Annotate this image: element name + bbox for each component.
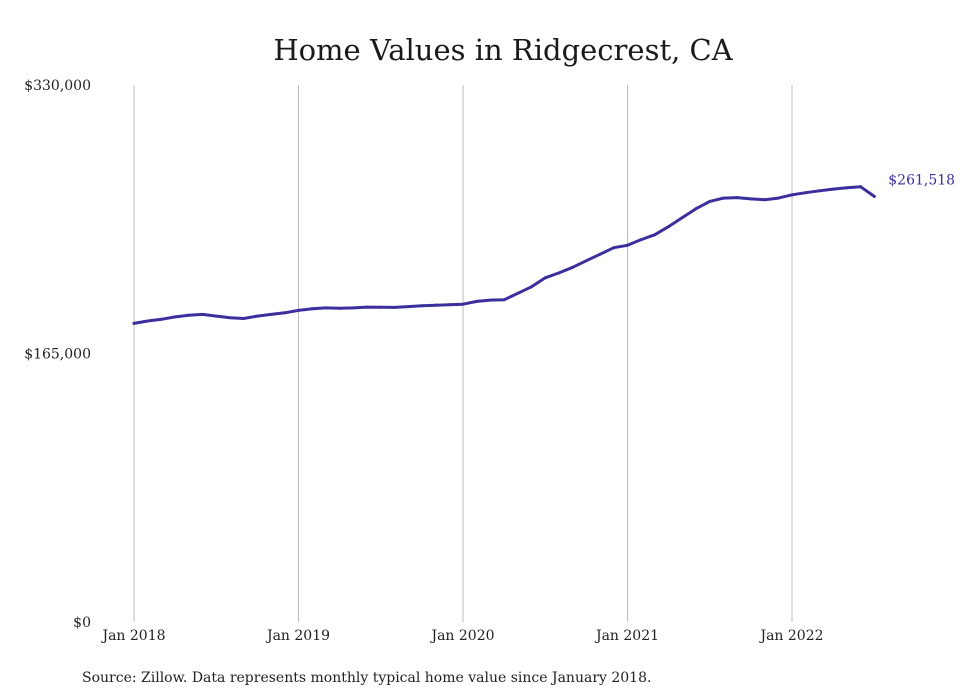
data-point — [557, 271, 561, 275]
chart-title: Home Values in Ridgecrest, CA — [273, 33, 733, 67]
data-point — [269, 312, 273, 316]
data-point — [859, 185, 863, 189]
data-point — [132, 321, 136, 325]
source-note: Source: Zillow. Data represents monthly … — [82, 670, 651, 686]
data-point — [488, 298, 492, 302]
data-point — [406, 305, 410, 309]
data-point — [461, 302, 465, 306]
data-point — [255, 314, 259, 318]
data-point — [776, 196, 780, 200]
data-point — [392, 305, 396, 309]
data-point — [612, 246, 616, 250]
x-tick-label: Jan 2022 — [758, 628, 823, 644]
data-point — [626, 243, 629, 247]
data-point — [790, 193, 794, 197]
x-tick-label: Jan 2020 — [429, 628, 494, 644]
series-layer: $261,518 — [132, 173, 955, 325]
data-point — [502, 298, 506, 302]
data-point — [763, 198, 767, 202]
data-point — [530, 285, 534, 289]
series-line — [132, 185, 876, 325]
data-point — [447, 303, 451, 307]
data-point — [159, 317, 163, 321]
data-point — [146, 319, 150, 323]
data-point — [708, 199, 712, 203]
data-point — [845, 186, 849, 190]
y-tick-label: $0 — [73, 615, 91, 631]
end-value-label: $261,518 — [888, 173, 955, 189]
data-point — [804, 191, 808, 195]
data-point — [242, 317, 246, 321]
data-point — [516, 291, 520, 295]
data-point — [214, 314, 218, 318]
y-axis: $0 $165,000 $330,000 — [24, 78, 91, 631]
data-point — [749, 197, 753, 201]
data-point — [735, 196, 739, 200]
data-point — [721, 196, 725, 200]
data-point — [653, 233, 657, 237]
data-point — [351, 306, 355, 310]
data-point — [324, 306, 328, 310]
data-point — [201, 312, 205, 316]
x-tick-label: Jan 2019 — [265, 628, 330, 644]
data-point — [475, 299, 479, 303]
data-point — [434, 303, 438, 307]
y-tick-label: $165,000 — [24, 347, 91, 363]
data-point — [598, 252, 602, 256]
data-point — [187, 313, 191, 317]
data-point — [420, 304, 424, 308]
data-point — [297, 308, 300, 312]
x-axis: Jan 2018 Jan 2019 Jan 2020 Jan 2021 Jan 2022 — [100, 628, 823, 644]
grid-lines — [133, 85, 793, 622]
y-tick-label: $330,000 — [24, 78, 91, 94]
data-point — [667, 225, 671, 229]
data-point — [365, 305, 369, 309]
data-point — [173, 315, 177, 319]
data-point — [543, 276, 547, 280]
x-tick-label: Jan 2021 — [594, 628, 659, 644]
data-point — [639, 238, 643, 242]
data-point — [310, 307, 314, 311]
data-point — [338, 306, 342, 310]
data-point — [228, 316, 232, 320]
data-point — [584, 259, 588, 263]
data-point — [680, 216, 684, 220]
x-tick-label: Jan 2018 — [100, 628, 165, 644]
data-point — [872, 194, 876, 198]
data-point — [283, 311, 287, 315]
data-point — [379, 305, 383, 309]
data-point — [571, 265, 575, 269]
data-point — [694, 207, 698, 211]
data-point — [831, 187, 835, 191]
data-point — [817, 189, 821, 193]
